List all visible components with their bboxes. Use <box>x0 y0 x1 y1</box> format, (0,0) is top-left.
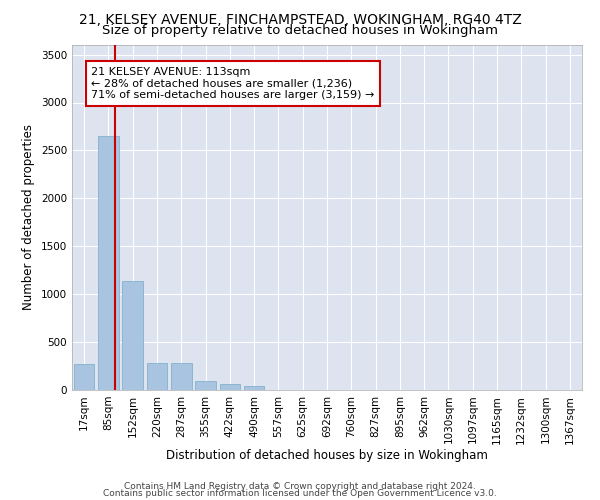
Text: Size of property relative to detached houses in Wokingham: Size of property relative to detached ho… <box>102 24 498 37</box>
Bar <box>122 281 143 390</box>
Bar <box>171 363 191 390</box>
Text: Contains public sector information licensed under the Open Government Licence v3: Contains public sector information licen… <box>103 490 497 498</box>
Bar <box>98 136 119 390</box>
Bar <box>146 363 167 390</box>
Text: 21 KELSEY AVENUE: 113sqm
← 28% of detached houses are smaller (1,236)
71% of sem: 21 KELSEY AVENUE: 113sqm ← 28% of detach… <box>91 67 375 100</box>
Text: 21, KELSEY AVENUE, FINCHAMPSTEAD, WOKINGHAM, RG40 4TZ: 21, KELSEY AVENUE, FINCHAMPSTEAD, WOKING… <box>79 12 521 26</box>
Y-axis label: Number of detached properties: Number of detached properties <box>22 124 35 310</box>
X-axis label: Distribution of detached houses by size in Wokingham: Distribution of detached houses by size … <box>166 449 488 462</box>
Bar <box>244 386 265 390</box>
Bar <box>74 364 94 390</box>
Text: Contains HM Land Registry data © Crown copyright and database right 2024.: Contains HM Land Registry data © Crown c… <box>124 482 476 491</box>
Bar <box>195 381 216 390</box>
Bar <box>220 384 240 390</box>
